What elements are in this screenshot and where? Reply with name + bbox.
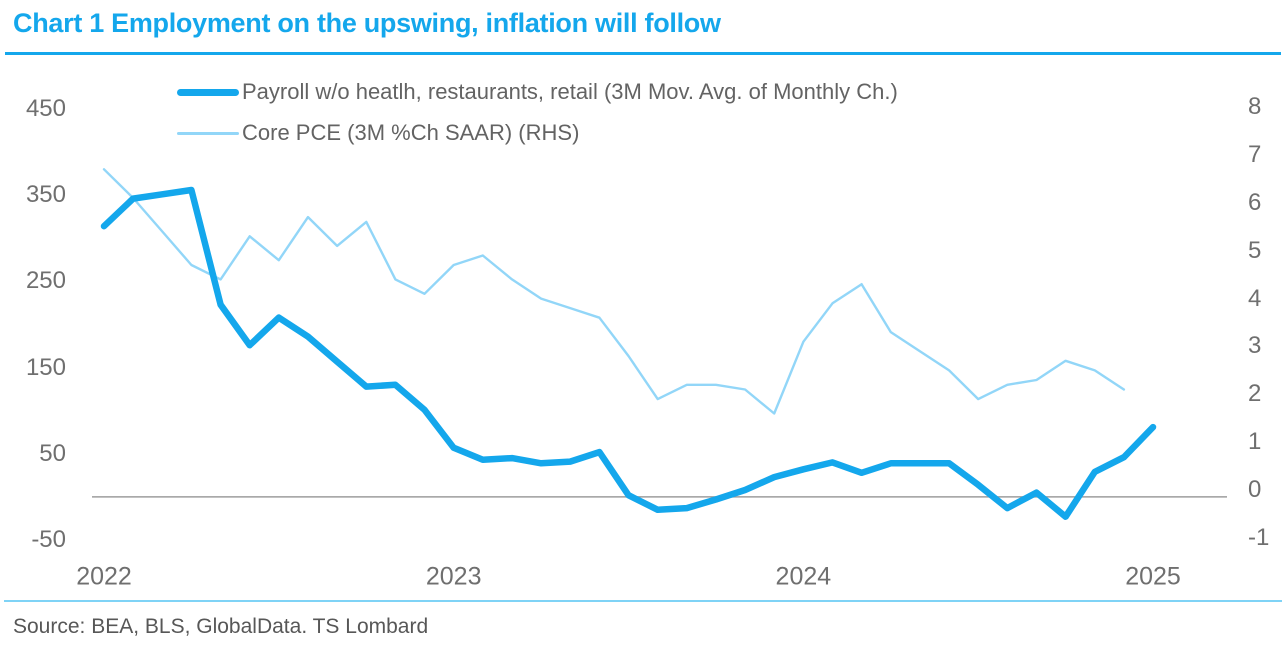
right-axis-tick-label: 2 (1248, 380, 1262, 408)
chart-bottom-rule (4, 600, 1282, 602)
right-axis-tick-label: 8 (1248, 93, 1262, 120)
payroll-line-series (100, 186, 1157, 520)
x-axis-tick-label: 2022 (76, 562, 132, 591)
right-axis-tick-label: -1 (1248, 524, 1270, 551)
payroll-series-swatch-icon (177, 89, 239, 96)
right-axis-tick-label: 3 (1248, 332, 1262, 360)
legend-label-core-pce: Core PCE (3M %Ch SAAR) (RHS) (242, 120, 580, 145)
left-axis-tick-label: 450 (25, 95, 66, 122)
x-axis-tick-label: 2025 (1125, 562, 1181, 591)
x-axis-tick-label: 2023 (425, 562, 482, 591)
right-axis-tick-label: 0 (1248, 476, 1262, 504)
left-axis-tick-label: 50 (39, 439, 66, 467)
legend-label-payroll: Payroll w/o heatlh, restaurants, retail … (242, 79, 898, 104)
left-axis-tick-label: -50 (31, 526, 66, 553)
source-attribution: Source: BEA, BLS, GlobalData. TS Lombard (13, 615, 429, 638)
chart-title: Chart 1 Employment on the upswing, infla… (13, 8, 721, 38)
core-pce-series-swatch-icon (177, 132, 239, 135)
right-axis-tick-label: 4 (1248, 284, 1262, 312)
right-axis-tick-label: 5 (1248, 236, 1262, 264)
right-axis-tick-label: 1 (1248, 428, 1262, 456)
right-axis-tick-label: 7 (1248, 140, 1262, 168)
left-axis-tick-label: 150 (25, 353, 66, 381)
left-axis-tick-label: 250 (25, 267, 66, 295)
x-axis-tick-label: 2024 (775, 562, 832, 591)
core-pce-line-series (102, 168, 1126, 415)
right-axis-tick-label: 6 (1248, 188, 1262, 216)
title-underline-rule (5, 52, 1281, 55)
left-axis-tick-label: 350 (25, 181, 66, 209)
